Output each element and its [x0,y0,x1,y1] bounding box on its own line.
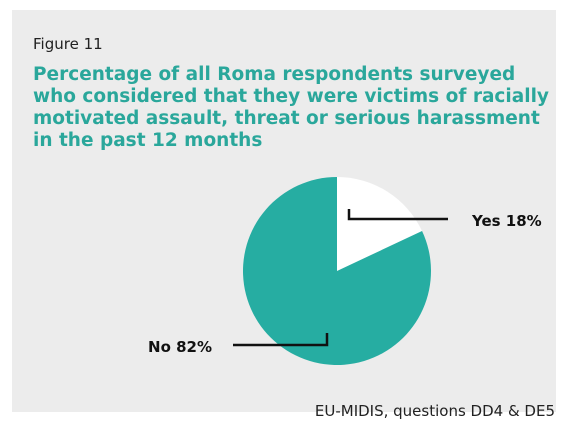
leader-lines [233,209,448,347]
leader-line-yes [347,209,448,221]
leader-line-no [233,333,329,347]
pie-slice-yes [337,177,423,271]
source-note: EU-MIDIS, questions DD4 & DE5 [314,402,555,420]
slice-label-yes: Yes 18% [471,212,542,230]
chart-title: Percentage of all Roma respondents surve… [33,64,549,151]
figure-label: Figure 11 [33,35,103,53]
slice-labels: Yes 18% No 82% [148,212,542,356]
slice-label-no: No 82% [148,338,212,356]
pie-slice-no [242,176,431,366]
pie-slices [242,176,431,366]
